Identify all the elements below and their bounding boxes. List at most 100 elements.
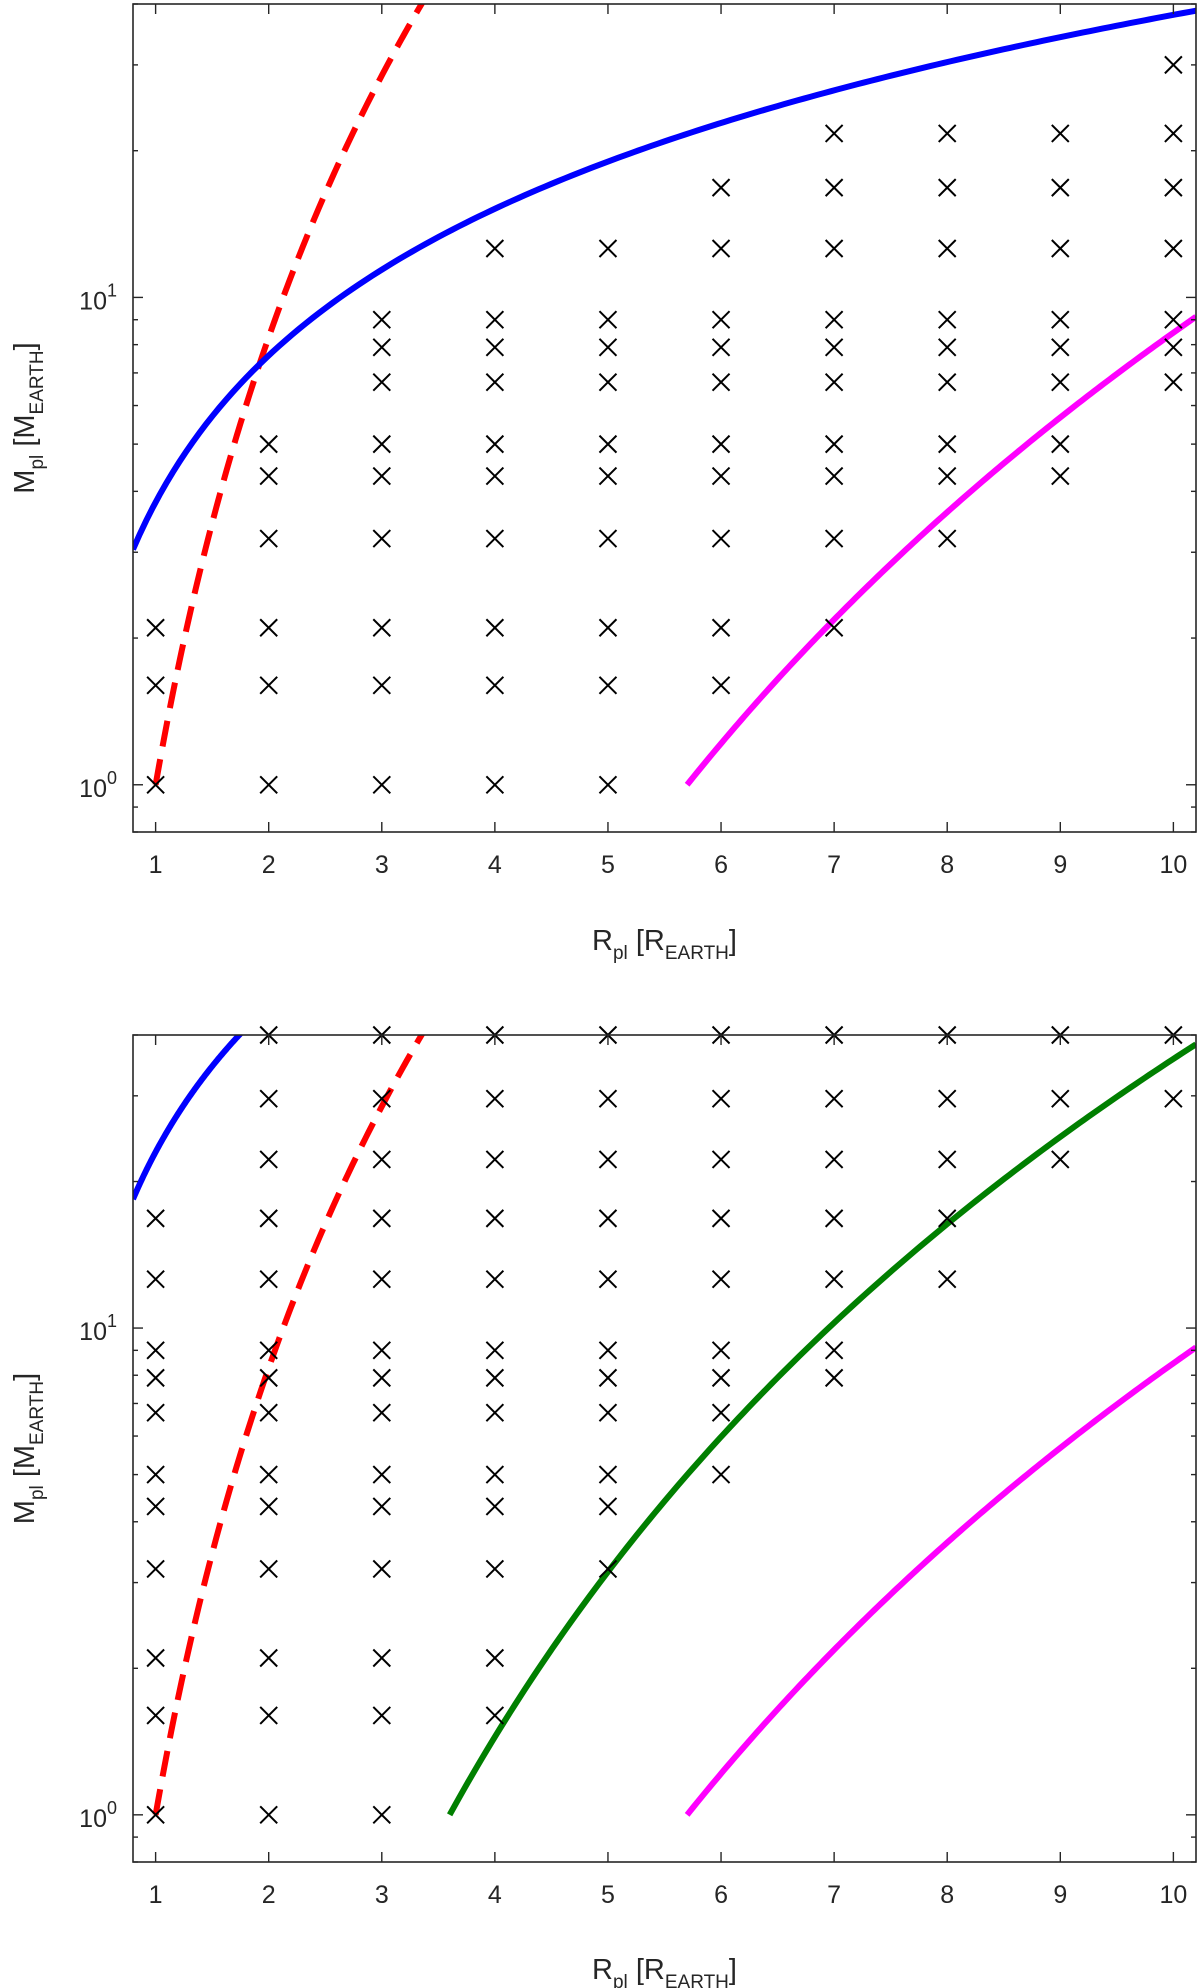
- data-marker: [146, 1706, 165, 1725]
- data-marker: [485, 1497, 505, 1516]
- data-marker: [372, 1150, 391, 1169]
- data-marker: [938, 1270, 957, 1289]
- data-marker: [372, 618, 391, 637]
- axes-frame: [132, 3, 1197, 833]
- curve-red-dashed: [152, 4, 426, 786]
- data-marker: [372, 775, 391, 794]
- data-marker: [598, 338, 618, 357]
- data-marker: [598, 434, 618, 454]
- data-marker: [824, 618, 844, 637]
- data-marker: [598, 1341, 618, 1360]
- data-marker: [259, 1209, 278, 1228]
- data-marker: [824, 338, 844, 357]
- data-marker: [372, 1497, 391, 1516]
- data-marker: [711, 1403, 731, 1422]
- data-marker: [938, 1209, 957, 1228]
- curve-blue: [133, 7, 1196, 551]
- data-marker: [824, 466, 844, 486]
- data-marker: [711, 1209, 731, 1228]
- data-marker: [711, 1465, 731, 1484]
- bottom-panel: 1 2 3 4 5 6 7 8 9 10 100 101 Rpl [REARTH] Mpl [MEARTH…: [9, 1025, 1197, 1988]
- data-marker: [1051, 434, 1070, 454]
- data-marker: [938, 434, 957, 454]
- data-marker: [485, 338, 505, 357]
- data-marker: [711, 466, 731, 486]
- data-marker: [938, 338, 957, 357]
- data-marker: [146, 1403, 165, 1422]
- data-marker: [146, 1341, 165, 1360]
- data-marker: [372, 1209, 391, 1228]
- data-marker: [146, 1270, 165, 1289]
- data-marker: [824, 372, 844, 392]
- data-marker: [485, 1648, 505, 1668]
- data-marker: [259, 1648, 278, 1668]
- curve-green: [447, 1041, 1196, 1817]
- data-marker: [824, 239, 844, 258]
- data-marker: [711, 1341, 731, 1360]
- data-marker: [598, 372, 618, 392]
- data-marker: [824, 1270, 844, 1289]
- data-marker: [824, 1089, 844, 1108]
- ticks-group: [133, 1034, 1196, 1863]
- data-marker: [259, 1706, 278, 1725]
- data-marker: [259, 1403, 278, 1422]
- markers-group: [146, 1025, 1183, 1825]
- data-marker: [146, 1648, 165, 1668]
- data-marker: [485, 310, 505, 329]
- data-marker: [146, 1209, 165, 1228]
- y-axis-label: Mpl [MEARTH]: [9, 1373, 48, 1524]
- curves-group: [133, 1035, 1196, 1817]
- curves-group: [133, 4, 1196, 787]
- x-tick-label: 3: [375, 851, 389, 879]
- y-tick-label: 101: [79, 280, 117, 315]
- y-tick-label: 100: [79, 768, 117, 803]
- x-tick-label: 5: [601, 851, 615, 879]
- x-tick-label: 10: [1159, 1881, 1187, 1909]
- data-marker: [146, 676, 165, 695]
- data-marker: [372, 1559, 391, 1579]
- data-marker: [598, 1209, 618, 1228]
- data-marker: [1051, 310, 1070, 329]
- data-marker: [146, 775, 165, 794]
- data-marker: [711, 1368, 731, 1388]
- data-marker: [1051, 338, 1070, 357]
- data-marker: [259, 1150, 278, 1169]
- data-marker: [824, 1209, 844, 1228]
- x-tick-label: 9: [1053, 851, 1067, 879]
- data-marker: [146, 1559, 165, 1579]
- y-tick-label: 100: [79, 1798, 117, 1833]
- data-marker: [485, 239, 505, 258]
- data-marker: [598, 1150, 618, 1169]
- x-tick-label: 1: [149, 1881, 163, 1909]
- data-marker: [485, 1150, 505, 1169]
- data-marker: [485, 1403, 505, 1422]
- x-tick-label: 7: [827, 1881, 841, 1909]
- data-marker: [259, 1497, 278, 1516]
- data-marker: [372, 1648, 391, 1668]
- data-marker: [1164, 178, 1183, 197]
- data-marker: [598, 1465, 618, 1484]
- data-marker: [259, 1559, 278, 1579]
- data-marker: [1164, 124, 1183, 143]
- data-marker: [259, 775, 278, 794]
- data-marker: [485, 1368, 505, 1388]
- curve-magenta: [684, 1344, 1196, 1817]
- data-marker: [1164, 239, 1183, 258]
- data-marker: [485, 466, 505, 486]
- data-marker: [598, 529, 618, 548]
- data-marker: [372, 1465, 391, 1484]
- data-marker: [824, 124, 844, 143]
- data-marker: [1164, 1089, 1183, 1108]
- x-tick-label: 6: [714, 851, 728, 879]
- data-marker: [1164, 372, 1183, 392]
- data-marker: [372, 338, 391, 357]
- curve-blue: [133, 1035, 244, 1201]
- data-marker: [372, 1270, 391, 1289]
- data-marker: [372, 466, 391, 486]
- data-marker: [485, 1559, 505, 1579]
- data-marker: [146, 1497, 165, 1516]
- data-marker: [598, 1497, 618, 1516]
- data-marker: [372, 372, 391, 392]
- data-marker: [372, 1805, 391, 1825]
